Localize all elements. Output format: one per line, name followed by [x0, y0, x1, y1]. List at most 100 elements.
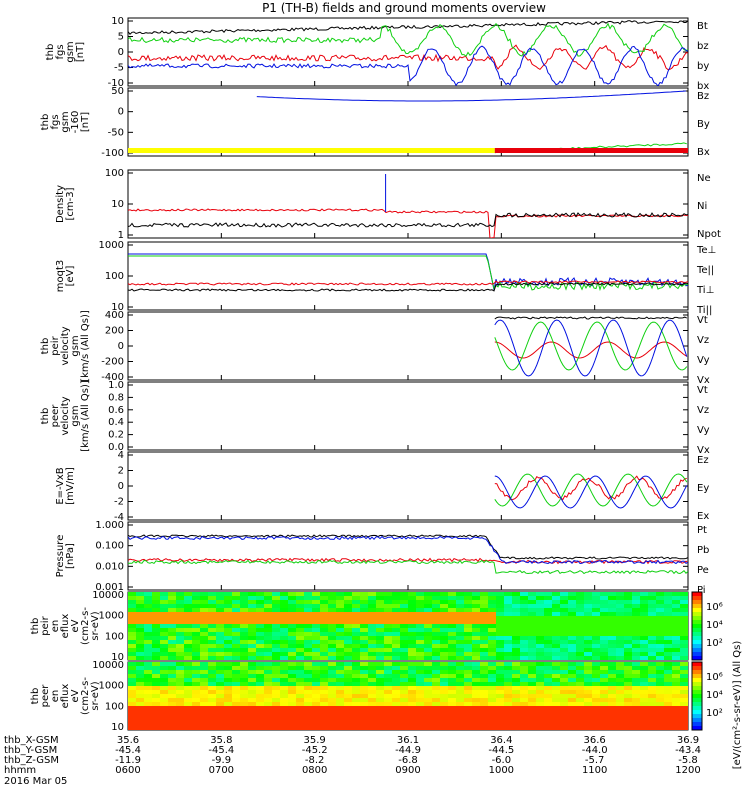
- heatmap-cell: [176, 698, 184, 702]
- heatmap-cell: [512, 652, 520, 656]
- heatmap-cell: [128, 632, 136, 636]
- heatmap-cell: [200, 710, 208, 714]
- heatmap-cell: [360, 690, 368, 694]
- heatmap-cell: [296, 608, 304, 612]
- heatmap-cell: [392, 604, 400, 608]
- heatmap-cell: [600, 674, 608, 678]
- heatmap-cell: [640, 644, 648, 648]
- heatmap-cell: [480, 694, 488, 698]
- heatmap-cell: [232, 682, 240, 686]
- heatmap-cell: [528, 686, 536, 690]
- x-tick-label: -45.2: [302, 745, 328, 756]
- heatmap-cell: [216, 608, 224, 612]
- heatmap-cell: [168, 624, 176, 628]
- heatmap-cell: [544, 698, 552, 702]
- heatmap-cell: [624, 620, 632, 624]
- x-tick-label: -44.0: [582, 745, 608, 756]
- heatmap-cell: [504, 706, 512, 710]
- heatmap-cell: [656, 674, 664, 678]
- heatmap-cell: [160, 666, 168, 670]
- heatmap-cell: [480, 624, 488, 628]
- heatmap-cell: [248, 702, 256, 706]
- heatmap-cell: [472, 640, 480, 644]
- heatmap-cell: [480, 710, 488, 714]
- heatmap-cell: [232, 686, 240, 690]
- heatmap-cell: [544, 702, 552, 706]
- heatmap-cell: [504, 624, 512, 628]
- heatmap-cell: [320, 710, 328, 714]
- x-tick-label: 36.4: [490, 735, 512, 746]
- heatmap-cell: [560, 662, 568, 666]
- heatmap-cell: [392, 682, 400, 686]
- heatmap-cell: [264, 718, 272, 722]
- heatmap-cell: [392, 726, 400, 730]
- x-tick-label: 0700: [209, 765, 234, 776]
- heatmap-cell: [520, 698, 528, 702]
- heatmap-cell: [432, 616, 440, 620]
- heatmap-cell: [240, 592, 248, 596]
- colorbar-tick-label: 10⁶: [706, 672, 723, 683]
- heatmap-cell: [328, 666, 336, 670]
- y-axis-label: [km/s (All Qs)]: [80, 380, 91, 452]
- heatmap-cell: [416, 648, 424, 652]
- heatmap-cell: [160, 608, 168, 612]
- heatmap-cell: [232, 648, 240, 652]
- heatmap-cell: [600, 600, 608, 604]
- heatmap-cell: [280, 694, 288, 698]
- heatmap-cell: [248, 726, 256, 730]
- heatmap-cell: [616, 656, 624, 660]
- heatmap-cell: [672, 596, 680, 600]
- heatmap-cell: [240, 694, 248, 698]
- heatmap-cell: [184, 640, 192, 644]
- heatmap-cell: [424, 714, 432, 718]
- heatmap-cell: [560, 698, 568, 702]
- heatmap-cell: [496, 616, 504, 620]
- heatmap-cell: [520, 686, 528, 690]
- y-axis-label: [mV/m]: [65, 467, 76, 505]
- heatmap-cell: [320, 670, 328, 674]
- heatmap-cell: [312, 648, 320, 652]
- heatmap-cell: [472, 604, 480, 608]
- heatmap-cell: [392, 640, 400, 644]
- heatmap-cell: [528, 666, 536, 670]
- heatmap-cell: [424, 644, 432, 648]
- heatmap-cell: [456, 682, 464, 686]
- heatmap-cell: [272, 644, 280, 648]
- heatmap-cell: [160, 686, 168, 690]
- heatmap-cell: [472, 686, 480, 690]
- heatmap-cell: [488, 640, 496, 644]
- heatmap-cell: [296, 616, 304, 620]
- x-tick-label: 36.9: [677, 735, 699, 746]
- y-tick-label: 50: [111, 86, 124, 97]
- heatmap-cell: [256, 726, 264, 730]
- heatmap-cell: [320, 686, 328, 690]
- heatmap-cell: [128, 686, 136, 690]
- heatmap-cell: [216, 682, 224, 686]
- heatmap-cell: [168, 722, 176, 726]
- heatmap-cell: [360, 608, 368, 612]
- heatmap-cell: [168, 682, 176, 686]
- heatmap-cell: [208, 608, 216, 612]
- heatmap-cell: [280, 652, 288, 656]
- heatmap-cell: [360, 600, 368, 604]
- heatmap-cell: [224, 608, 232, 612]
- heatmap-cell: [256, 600, 264, 604]
- heatmap-cell: [600, 644, 608, 648]
- colorbar-cell: [692, 714, 702, 719]
- heatmap-cell: [384, 662, 392, 666]
- heatmap-cell: [368, 652, 376, 656]
- heatmap-cell: [264, 596, 272, 600]
- heatmap-cell: [624, 652, 632, 656]
- heatmap-cell: [472, 648, 480, 652]
- y-tick-label: -10: [108, 78, 124, 89]
- heatmap-cell: [552, 682, 560, 686]
- heatmap-cell: [304, 640, 312, 644]
- heatmap-cell: [376, 632, 384, 636]
- heatmap-cell: [384, 682, 392, 686]
- y-tick-label: 1000: [99, 681, 124, 692]
- heatmap-cell: [448, 710, 456, 714]
- heatmap-cell: [560, 592, 568, 596]
- heatmap-cell: [408, 592, 416, 596]
- heatmap-cell: [288, 632, 296, 636]
- heatmap-cell: [496, 662, 504, 666]
